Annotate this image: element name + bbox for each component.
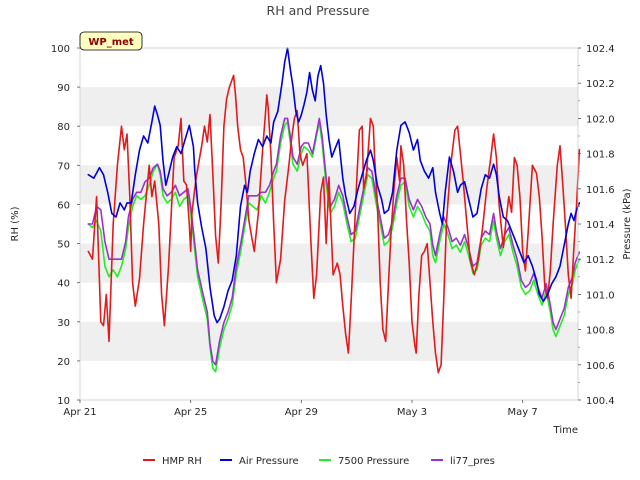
grid-band bbox=[80, 243, 578, 283]
y-right-tick-label: 101.8 bbox=[586, 150, 615, 161]
y-axis-right-title: Pressure (kPa) bbox=[622, 188, 633, 259]
y-right-tick-label: 102.4 bbox=[586, 44, 615, 55]
y-left-tick-label: 40 bbox=[57, 279, 70, 290]
left-axis: 10 20 30 40 50 60 70 80 90 100 bbox=[51, 44, 80, 407]
series-lines bbox=[87, 47, 581, 374]
y-axis-left-title: RH (%) bbox=[10, 206, 21, 241]
legend-label: li77_pres bbox=[450, 456, 495, 467]
y-right-tick-label: 101.2 bbox=[586, 255, 615, 266]
x-tick-label: May 3 bbox=[397, 407, 427, 418]
y-left-tick-label: 70 bbox=[57, 161, 70, 172]
y-right-tick-label: 102.0 bbox=[586, 114, 615, 125]
right-axis: 100.4 100.6 100.8 101.0 101.2 101.4 101.6 101.8… bbox=[578, 44, 615, 407]
legend-label: HMP RH bbox=[162, 456, 202, 467]
legend: HMP RH Air Pressure 7500 Pressure li77_pres bbox=[143, 456, 495, 467]
y-right-tick-label: 100.8 bbox=[586, 326, 615, 337]
y-right-tick-label: 101.4 bbox=[586, 220, 615, 231]
legend-label: 7500 Pressure bbox=[338, 456, 409, 467]
chart-title: RH and Pressure bbox=[267, 3, 370, 18]
y-left-tick-label: 80 bbox=[57, 122, 70, 133]
x-tick-label: Apr 25 bbox=[174, 407, 207, 418]
y-right-tick-label: 100.4 bbox=[586, 396, 615, 407]
x-tick-label: Apr 21 bbox=[63, 407, 96, 418]
y-right-tick-label: 101.6 bbox=[586, 185, 615, 196]
y-right-tick-label: 100.6 bbox=[586, 361, 615, 372]
site-badge: WP_met bbox=[79, 31, 143, 51]
y-left-tick-label: 90 bbox=[57, 83, 70, 94]
y-left-tick-label: 30 bbox=[57, 318, 70, 329]
y-right-tick-label: 102.2 bbox=[586, 79, 615, 90]
x-tick-label: Apr 29 bbox=[285, 407, 318, 418]
grid-band bbox=[80, 321, 578, 361]
y-left-tick-label: 60 bbox=[57, 200, 70, 211]
site-badge-box bbox=[79, 31, 143, 51]
y-right-tick-label: 101.0 bbox=[586, 290, 615, 301]
y-left-tick-label: 50 bbox=[57, 240, 70, 251]
y-left-tick-label: 10 bbox=[57, 396, 70, 407]
x-tick-label: May 7 bbox=[508, 407, 538, 418]
series-line-air-pressure bbox=[87, 47, 581, 324]
background-bands bbox=[80, 87, 578, 361]
grid-band bbox=[80, 87, 578, 127]
y-left-tick-label: 100 bbox=[51, 44, 70, 55]
x-axis: Apr 21 Apr 25 Apr 29 May 3 May 7 bbox=[63, 400, 538, 418]
site-badge-label: WP_met bbox=[88, 37, 134, 48]
y-left-tick-label: 20 bbox=[57, 357, 70, 368]
x-axis-title: Time bbox=[553, 425, 578, 436]
legend-label: Air Pressure bbox=[239, 456, 299, 467]
